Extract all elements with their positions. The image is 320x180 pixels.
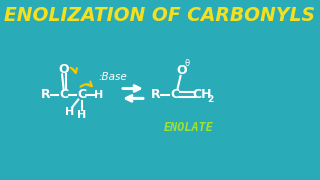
Text: θ: θ (185, 59, 190, 68)
Text: R: R (151, 88, 161, 101)
Text: O: O (177, 64, 187, 77)
Text: H: H (77, 110, 86, 120)
Text: H: H (65, 107, 74, 117)
Text: R: R (41, 88, 51, 101)
Text: ENOLATE: ENOLATE (163, 121, 213, 134)
Text: C: C (77, 88, 86, 101)
Text: 2: 2 (207, 95, 213, 104)
Text: :Base: :Base (98, 71, 127, 82)
Text: CH: CH (192, 88, 212, 101)
Text: H: H (94, 89, 103, 100)
Text: C: C (171, 88, 180, 101)
Text: ENOLIZATION OF CARBONYLS: ENOLIZATION OF CARBONYLS (4, 6, 316, 24)
Text: O: O (58, 62, 69, 75)
Text: C: C (59, 88, 68, 101)
